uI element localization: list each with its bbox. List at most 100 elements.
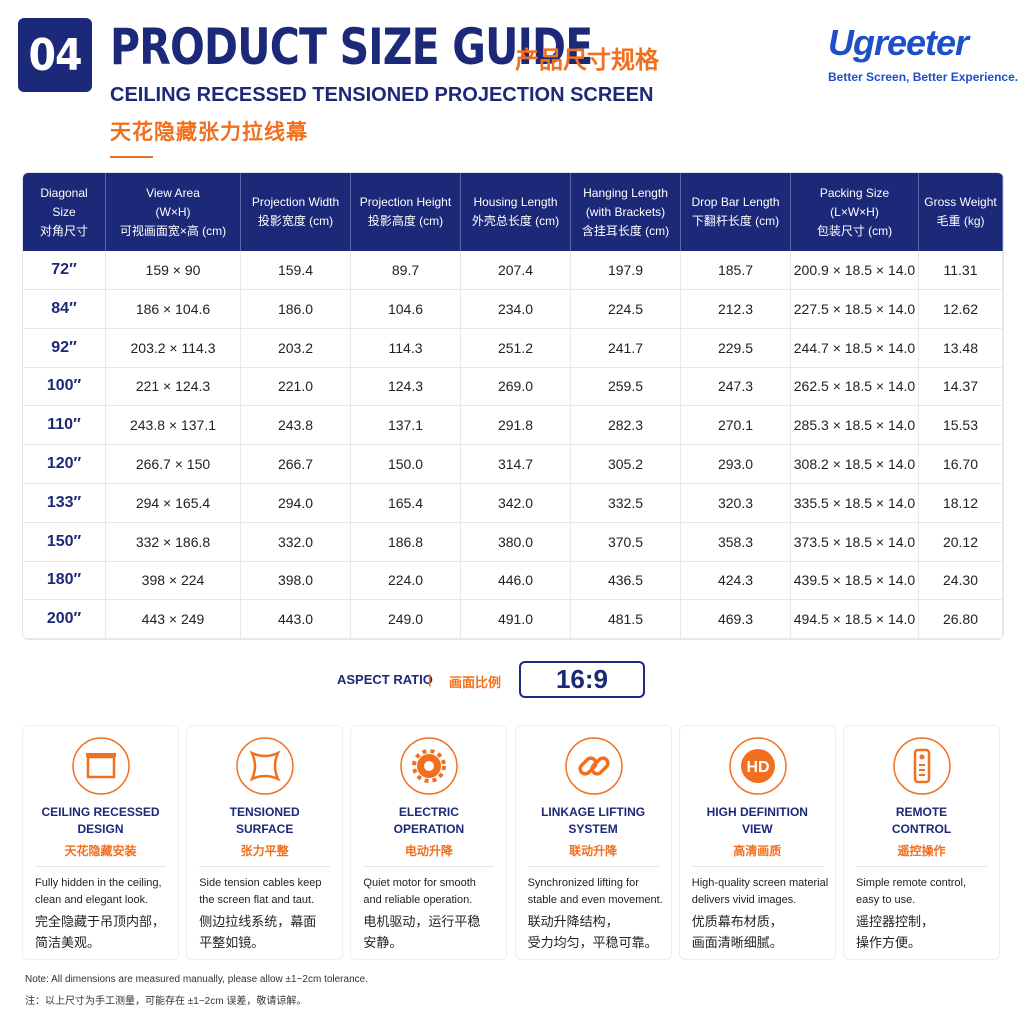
header-line: Diagonal bbox=[40, 185, 88, 200]
cell: 358.3 bbox=[681, 522, 791, 562]
cell: 124.3 bbox=[351, 367, 461, 407]
feature-title-cn: 联动升降 bbox=[569, 844, 618, 858]
feature-desc: High-quality screen material bbox=[691, 877, 829, 889]
header-line: Packing Size bbox=[819, 185, 890, 200]
cell: 439.5 × 18.5 × 14.0 bbox=[791, 561, 919, 601]
header-cell: Projection Height 投影高度 (cm) bbox=[351, 173, 461, 251]
cell: 259.5 bbox=[571, 367, 681, 407]
header-line: (with Brackets) bbox=[585, 204, 666, 219]
brand: Ugreeter bbox=[828, 22, 969, 63]
cell: 200.9 × 18.5 × 14.0 bbox=[791, 251, 919, 290]
title-cn: 产品尺寸规格 bbox=[515, 47, 659, 74]
header-line: 下翻杆长度 (cm) bbox=[691, 214, 780, 228]
header-cell: Hanging Length (with Brackets) 含挂耳长度 (cm) bbox=[571, 173, 681, 251]
cell: 436.5 bbox=[571, 561, 681, 601]
feature-card: LINKAGE LIFTING SYSTEM 联动升降 Synchronized li… bbox=[514, 725, 672, 960]
cell: 185.7 bbox=[681, 251, 791, 290]
cell: 398 × 224 bbox=[106, 561, 241, 601]
cell: 26.80 bbox=[919, 600, 1003, 639]
cell: 150.0 bbox=[351, 445, 461, 484]
cell: 285.3 × 18.5 × 14.0 bbox=[791, 406, 919, 446]
feature-desc: Synchronized lifting for bbox=[527, 877, 639, 889]
header-line: 外壳总长度 (cm) bbox=[471, 214, 560, 228]
cell: 221.0 bbox=[241, 367, 351, 407]
feature-icon bbox=[236, 737, 294, 795]
cell: 200″ bbox=[23, 600, 106, 639]
cell: 100″ bbox=[23, 367, 106, 407]
feature-icon bbox=[72, 737, 130, 795]
cell: 491.0 bbox=[461, 600, 571, 639]
feature-desc: Side tension cables keep bbox=[199, 877, 322, 889]
cell: 266.7 × 150 bbox=[106, 445, 241, 484]
feature-desc-cn: 优质幕布材质， bbox=[691, 914, 783, 929]
feature-desc: easy to use. bbox=[856, 894, 916, 906]
header-line: 包装尺寸 (cm) bbox=[816, 223, 893, 238]
feature-desc-cn: 侧边拉线系统，幕面 bbox=[199, 914, 317, 929]
cell: 249.0 bbox=[351, 600, 461, 639]
header-cell: Diagonal Size 对角尺寸 bbox=[23, 173, 106, 251]
cell: 165.4 bbox=[351, 483, 461, 523]
cell: 481.5 bbox=[571, 600, 681, 639]
header-line: 投影宽度 (cm) bbox=[257, 214, 334, 228]
cell: 120″ bbox=[23, 445, 106, 484]
feature-desc: Simple remote control, bbox=[856, 877, 967, 889]
feature-desc-cn: 安静。 bbox=[363, 935, 403, 950]
feature-title: HIGH DEFINITION bbox=[706, 805, 808, 819]
feature-card: HD HIGH DEFINITION VIEW 高清画质 High-quality sc… bbox=[678, 725, 836, 960]
cell: 20.12 bbox=[919, 522, 1003, 562]
cell: 241.7 bbox=[571, 328, 681, 368]
feature-desc-cn: 联动升降结构， bbox=[527, 914, 619, 929]
header-line: (W×H) bbox=[155, 204, 191, 219]
cell: 293.0 bbox=[681, 445, 791, 484]
cell: 186.0 bbox=[241, 289, 351, 329]
cell: 72″ bbox=[23, 251, 106, 290]
subtitle-cn: 天花隐藏张力拉线幕 bbox=[110, 121, 308, 144]
header-cell: Drop Bar Length 下翻杆长度 (cm) bbox=[681, 173, 791, 251]
cell: 398.0 bbox=[241, 561, 351, 601]
cell: 150″ bbox=[23, 522, 106, 562]
header-cell: View Area (W×H) 可视画面宽×高 (cm) bbox=[106, 173, 241, 251]
title: PRODUCT SIZE GUIDE bbox=[110, 18, 593, 76]
cell: 203.2 × 114.3 bbox=[106, 328, 241, 368]
separator: | bbox=[428, 672, 432, 687]
cell: 247.3 bbox=[681, 367, 791, 407]
feature-desc: Fully hidden in the ceiling, bbox=[35, 877, 162, 889]
cell: 262.5 × 18.5 × 14.0 bbox=[791, 367, 919, 407]
separator bbox=[199, 866, 331, 867]
cell: 229.5 bbox=[681, 328, 791, 368]
feature-title: TENSIONED bbox=[229, 805, 300, 819]
cell: 159 × 90 bbox=[106, 251, 241, 290]
feature-title: CEILING RECESSED bbox=[41, 805, 160, 819]
cell: 335.5 × 18.5 × 14.0 bbox=[791, 483, 919, 523]
feature-desc-cn: 电机驱动，运行平稳 bbox=[363, 914, 481, 929]
feature-title-cn: 张力平整 bbox=[240, 844, 289, 858]
feature-icon bbox=[400, 737, 459, 795]
cell: 114.3 bbox=[351, 328, 461, 368]
feature-desc: clean and elegant look. bbox=[35, 894, 149, 906]
cell: 243.8 × 137.1 bbox=[106, 406, 241, 446]
header-line: Hanging Length bbox=[583, 185, 668, 200]
feature-title: ELECTRIC bbox=[398, 805, 459, 819]
cell: 203.2 bbox=[241, 328, 351, 368]
cell: 221 × 124.3 bbox=[106, 367, 241, 407]
cell: 314.7 bbox=[461, 445, 571, 484]
feature-title: DESIGN bbox=[77, 822, 124, 836]
cell: 370.5 bbox=[571, 522, 681, 562]
feature-desc: stable and even movement. bbox=[527, 894, 663, 906]
cell: 180″ bbox=[23, 561, 106, 601]
cell: 24.30 bbox=[919, 561, 1003, 601]
feature-card: REMOTE CONTROL 遥控操作 Simple remote control, e… bbox=[843, 725, 1000, 960]
cell: 224.0 bbox=[351, 561, 461, 601]
header-line: 含挂耳长度 (cm) bbox=[581, 223, 670, 238]
header-line: 可视画面宽×高 (cm) bbox=[119, 223, 227, 238]
cell: 133″ bbox=[23, 483, 106, 523]
feature-title: SYSTEM bbox=[568, 822, 618, 836]
cell: 92″ bbox=[23, 328, 106, 368]
feature-title: CONTROL bbox=[891, 822, 952, 836]
cell: 266.7 bbox=[241, 445, 351, 484]
separator bbox=[691, 866, 823, 867]
feature-title: SURFACE bbox=[236, 822, 294, 836]
feature-icon bbox=[564, 737, 623, 795]
cell: 11.31 bbox=[919, 251, 1003, 290]
